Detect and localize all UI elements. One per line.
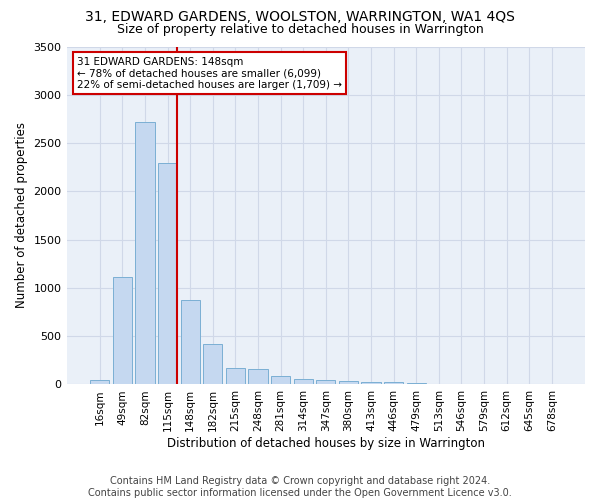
Bar <box>158 164 177 384</box>
Bar <box>316 380 335 384</box>
Bar <box>181 300 200 384</box>
Bar <box>203 344 223 385</box>
Text: 31, EDWARD GARDENS, WOOLSTON, WARRINGTON, WA1 4QS: 31, EDWARD GARDENS, WOOLSTON, WARRINGTON… <box>85 10 515 24</box>
Bar <box>339 381 358 384</box>
Text: 31 EDWARD GARDENS: 148sqm
← 78% of detached houses are smaller (6,099)
22% of se: 31 EDWARD GARDENS: 148sqm ← 78% of detac… <box>77 56 342 90</box>
Bar <box>361 382 380 384</box>
X-axis label: Distribution of detached houses by size in Warrington: Distribution of detached houses by size … <box>167 437 485 450</box>
Y-axis label: Number of detached properties: Number of detached properties <box>15 122 28 308</box>
Bar <box>248 369 268 384</box>
Text: Size of property relative to detached houses in Warrington: Size of property relative to detached ho… <box>116 22 484 36</box>
Bar <box>90 380 109 384</box>
Bar <box>136 122 155 384</box>
Bar <box>113 278 132 384</box>
Bar <box>226 368 245 384</box>
Bar <box>271 376 290 384</box>
Text: Contains HM Land Registry data © Crown copyright and database right 2024.
Contai: Contains HM Land Registry data © Crown c… <box>88 476 512 498</box>
Bar <box>384 382 403 384</box>
Bar <box>293 378 313 384</box>
Bar <box>407 382 426 384</box>
